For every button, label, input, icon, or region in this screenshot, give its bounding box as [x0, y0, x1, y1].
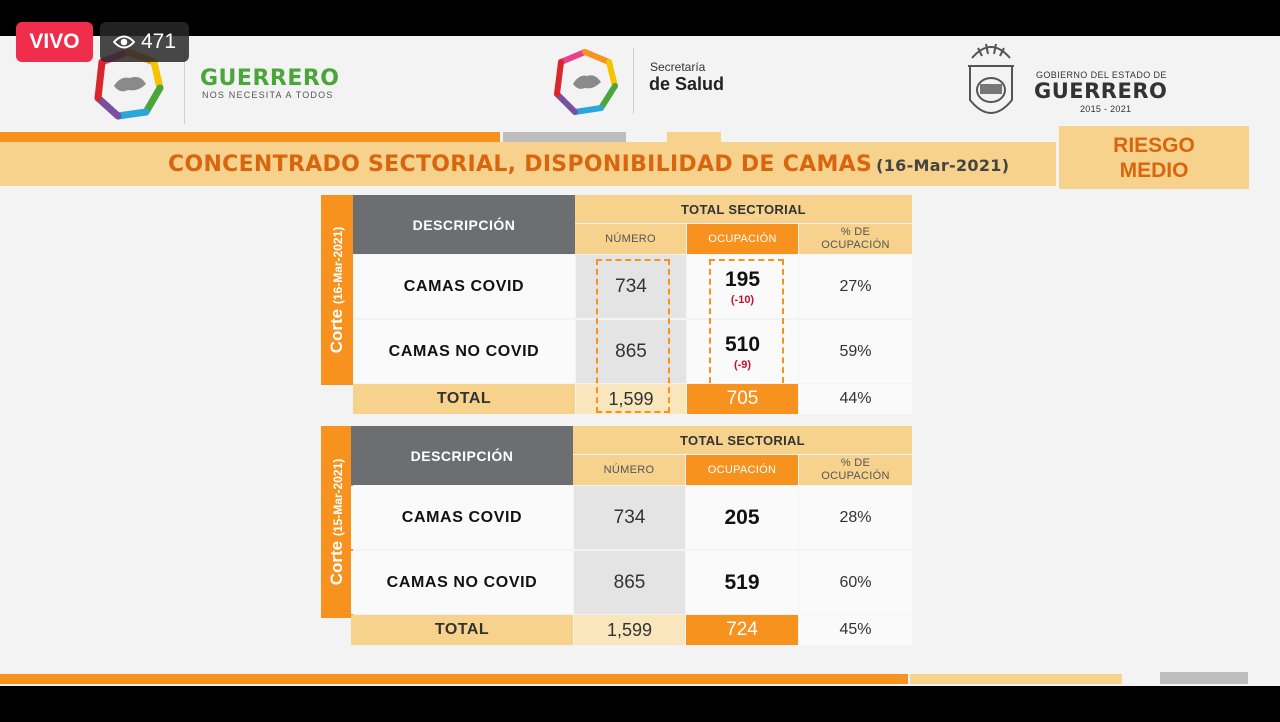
risk-line2: MEDIO — [1119, 158, 1189, 182]
row-ocupacion: 519 — [686, 551, 798, 614]
col-numero: NÚMERO — [575, 224, 686, 254]
corte-label: Corte (15-Mar-2021) — [327, 458, 346, 586]
guerrero-brand-name: GUERRERO — [200, 66, 340, 91]
total-pct: 44% — [799, 384, 912, 414]
total-pct: 45% — [799, 615, 912, 645]
guerrero-tagline: NOS NECESITA A TODOS — [202, 90, 334, 100]
corte-label: Corte (16-Mar-2021) — [327, 226, 346, 354]
title-band — [0, 142, 1056, 186]
row-numero: 865 — [576, 320, 686, 383]
bottom-bar-orange — [0, 674, 908, 684]
row-label: CAMAS NO COVID — [353, 320, 575, 383]
accent-bar-light — [667, 132, 721, 142]
viewer-count: 471 — [140, 30, 177, 53]
corte-side-tab: Corte (16-Mar-2021) — [321, 195, 353, 385]
row-numero: 865 — [574, 551, 685, 614]
row-ocupacion: 205 — [686, 486, 798, 549]
row-delta: (-9) — [733, 358, 752, 371]
gobierno-years: 2015 - 2021 — [1080, 104, 1132, 114]
row-ocupacion: 195 (-10) — [687, 255, 798, 318]
row-delta: (-10) — [730, 293, 755, 306]
header-divider — [184, 48, 185, 124]
live-label: VIVO — [29, 30, 80, 53]
highlight-dashed-numero — [596, 259, 670, 413]
row-label: CAMAS NO COVID — [351, 551, 573, 614]
header-total-sectorial: TOTAL SECTORIAL — [575, 195, 912, 223]
col-ocupacion: OCUPACIÓN — [687, 224, 798, 254]
viewer-count-badge: 471 — [100, 22, 189, 62]
risk-line1: RIESGO — [1113, 133, 1195, 157]
header-descripcion: DESCRIPCIÓN — [353, 195, 575, 254]
state-seal-icon — [968, 43, 1014, 114]
page-title: CONCENTRADO SECTORIAL, DISPONIBILIDAD DE… — [168, 152, 1009, 177]
live-badge: VIVO — [16, 22, 93, 62]
eye-icon — [112, 35, 135, 49]
row-pct: 27% — [799, 255, 912, 318]
letterbox-bottom — [0, 686, 1280, 722]
accent-bar-orange — [0, 132, 500, 142]
total-ocupacion: 705 — [687, 384, 798, 414]
col-numero: NÚMERO — [573, 455, 685, 485]
salud-line1: Secretaría — [650, 60, 706, 74]
row-ocupacion: 510 (-9) — [687, 320, 798, 383]
total-numero: 1,599 — [574, 615, 685, 645]
salud-line2: de Salud — [649, 74, 725, 94]
gobierno-line1: GOBIERNO DEL ESTADO DE — [1036, 70, 1167, 80]
salud-logo-icon — [554, 49, 618, 115]
col-ocupacion: OCUPACIÓN — [686, 455, 798, 485]
row-numero: 734 — [574, 486, 685, 549]
row-label: CAMAS COVID — [353, 255, 575, 318]
risk-level-badge: RIESGO MEDIO — [1059, 126, 1249, 189]
row-pct: 28% — [799, 486, 912, 549]
row-label: CAMAS COVID — [351, 486, 573, 549]
col-pct-ocupacion: % DE OCUPACIÓN — [799, 455, 912, 485]
page-title-date: (16-Mar-2021) — [876, 156, 1010, 175]
header-descripcion: DESCRIPCIÓN — [351, 426, 573, 485]
gobierno-line2: GUERRERO — [1034, 79, 1168, 103]
accent-bar-gray — [503, 132, 626, 142]
header-divider — [633, 48, 634, 114]
highlight-dashed-ocupacion — [709, 259, 784, 383]
row-pct: 59% — [799, 320, 912, 383]
bottom-bar-gray — [1160, 672, 1248, 684]
total-label: TOTAL — [353, 384, 575, 414]
total-ocupacion: 724 — [686, 615, 798, 645]
total-numero: 1,599 — [576, 384, 686, 414]
page-title-text: CONCENTRADO SECTORIAL, DISPONIBILIDAD DE… — [168, 152, 873, 177]
slide: GUERRERO NOS NECESITA A TODOS Secretaría… — [0, 36, 1280, 686]
col-pct-ocupacion: % DE OCUPACIÓN — [799, 224, 912, 254]
total-label: TOTAL — [351, 615, 573, 645]
row-pct: 60% — [799, 551, 912, 614]
bottom-bar-light — [910, 674, 1122, 684]
corte-side-tab: Corte (15-Mar-2021) — [321, 426, 353, 618]
row-numero: 734 — [576, 255, 686, 318]
header-total-sectorial: TOTAL SECTORIAL — [573, 426, 912, 454]
